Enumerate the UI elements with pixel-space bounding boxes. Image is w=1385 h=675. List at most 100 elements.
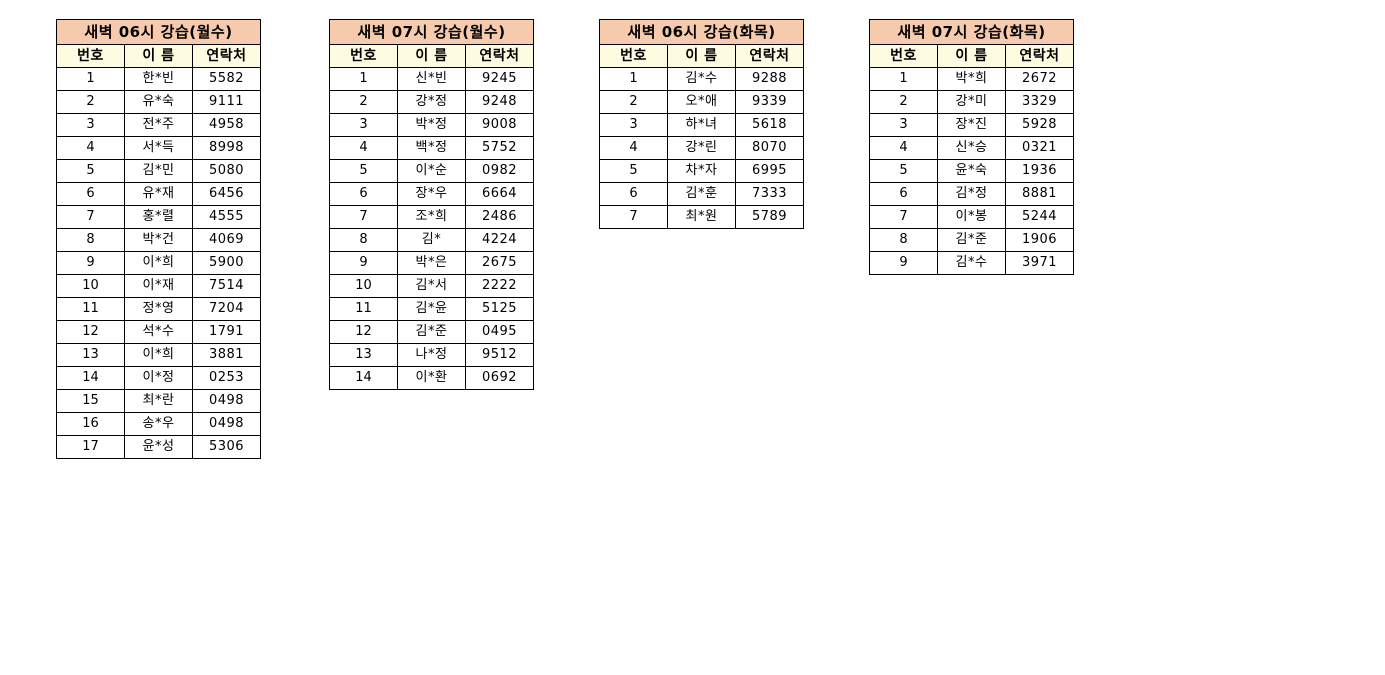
row-number: 14 (329, 366, 398, 390)
roster-table-1: 새벽 07시 강습(월수) 번호 이 름 연락처 1 신*빈 9245 2 강*정 9248 3 박*… (329, 19, 534, 390)
row-number: 3 (869, 113, 938, 137)
table-title-row: 새벽 07시 강습(화목) (869, 19, 1074, 45)
member-name: 박*정 (397, 113, 466, 137)
member-name: 조*희 (397, 205, 466, 229)
contact-number: 1936 (1005, 159, 1074, 183)
contact-number: 3971 (1005, 251, 1074, 275)
table-row: 13 나*정 9512 (329, 343, 534, 367)
table-row: 12 김*준 0495 (329, 320, 534, 344)
row-number: 7 (869, 205, 938, 229)
contact-number: 3881 (192, 343, 261, 367)
table-row: 3 장*진 5928 (869, 113, 1074, 137)
member-name: 이*재 (124, 274, 193, 298)
table-row: 7 최*원 5789 (599, 205, 804, 229)
member-name: 장*진 (937, 113, 1006, 137)
member-name: 석*수 (124, 320, 193, 344)
column-header-0: 번호 (599, 44, 668, 68)
column-header-2: 연락처 (465, 44, 534, 68)
member-name: 이*희 (124, 251, 193, 275)
contact-number: 0498 (192, 412, 261, 436)
table-title-row: 새벽 07시 강습(월수) (329, 19, 534, 45)
column-header-1: 이 름 (937, 44, 1006, 68)
member-name: 박*희 (937, 67, 1006, 91)
member-name: 유*재 (124, 182, 193, 206)
row-number: 11 (329, 297, 398, 321)
table-row: 4 신*승 0321 (869, 136, 1074, 160)
table-row: 3 박*정 9008 (329, 113, 534, 137)
table-row: 14 이*정 0253 (56, 366, 261, 390)
member-name: 강*정 (397, 90, 466, 114)
member-name: 박*은 (397, 251, 466, 275)
table-row: 9 이*희 5900 (56, 251, 261, 275)
member-name: 김*윤 (397, 297, 466, 321)
row-number: 6 (599, 182, 668, 206)
contact-number: 4069 (192, 228, 261, 252)
row-number: 8 (869, 228, 938, 252)
row-number: 11 (56, 297, 125, 321)
table-row: 1 김*수 9288 (599, 67, 804, 91)
column-header-0: 번호 (329, 44, 398, 68)
member-name: 하*녀 (667, 113, 736, 137)
member-name: 이*환 (397, 366, 466, 390)
table-row: 2 강*미 3329 (869, 90, 1074, 114)
member-name: 윤*숙 (937, 159, 1006, 183)
row-number: 9 (56, 251, 125, 275)
contact-number: 0495 (465, 320, 534, 344)
row-number: 5 (869, 159, 938, 183)
table-row: 9 박*은 2675 (329, 251, 534, 275)
member-name: 김*민 (124, 159, 193, 183)
table-row: 1 신*빈 9245 (329, 67, 534, 91)
row-number: 10 (329, 274, 398, 298)
table-title: 새벽 06시 강습(월수) (56, 19, 261, 45)
table-row: 12 석*수 1791 (56, 320, 261, 344)
contact-number: 0253 (192, 366, 261, 390)
member-name: 김*훈 (667, 182, 736, 206)
contact-number: 6456 (192, 182, 261, 206)
column-header-row: 번호 이 름 연락처 (329, 44, 534, 68)
row-number: 9 (329, 251, 398, 275)
table-row: 2 오*애 9339 (599, 90, 804, 114)
member-name: 전*주 (124, 113, 193, 137)
member-name: 김*수 (937, 251, 1006, 275)
row-number: 1 (56, 67, 125, 91)
contact-number: 5582 (192, 67, 261, 91)
row-number: 12 (56, 320, 125, 344)
contact-number: 9248 (465, 90, 534, 114)
contact-number: 0982 (465, 159, 534, 183)
row-number: 15 (56, 389, 125, 413)
member-name: 유*숙 (124, 90, 193, 114)
row-number: 2 (599, 90, 668, 114)
table-row: 3 전*주 4958 (56, 113, 261, 137)
contact-number: 2222 (465, 274, 534, 298)
row-number: 8 (56, 228, 125, 252)
contact-number: 5928 (1005, 113, 1074, 137)
member-name: 김*준 (937, 228, 1006, 252)
member-name: 서*득 (124, 136, 193, 160)
row-number: 4 (869, 136, 938, 160)
member-name: 윤*성 (124, 435, 193, 459)
table-row: 10 김*서 2222 (329, 274, 534, 298)
contact-number: 6664 (465, 182, 534, 206)
table-row: 4 백*정 5752 (329, 136, 534, 160)
table-row: 10 이*재 7514 (56, 274, 261, 298)
contact-number: 1791 (192, 320, 261, 344)
row-number: 6 (869, 182, 938, 206)
table-title-row: 새벽 06시 강습(월수) (56, 19, 261, 45)
table-row: 5 김*민 5080 (56, 159, 261, 183)
row-number: 1 (869, 67, 938, 91)
member-name: 김*준 (397, 320, 466, 344)
contact-number: 0692 (465, 366, 534, 390)
contact-number: 0498 (192, 389, 261, 413)
row-number: 10 (56, 274, 125, 298)
column-header-2: 연락처 (192, 44, 261, 68)
table-title: 새벽 07시 강습(화목) (869, 19, 1074, 45)
row-number: 1 (329, 67, 398, 91)
member-name: 김*정 (937, 182, 1006, 206)
member-name: 차*자 (667, 159, 736, 183)
table-row: 7 이*봉 5244 (869, 205, 1074, 229)
row-number: 5 (329, 159, 398, 183)
member-name: 이*희 (124, 343, 193, 367)
table-row: 5 차*자 6995 (599, 159, 804, 183)
contact-number: 0321 (1005, 136, 1074, 160)
